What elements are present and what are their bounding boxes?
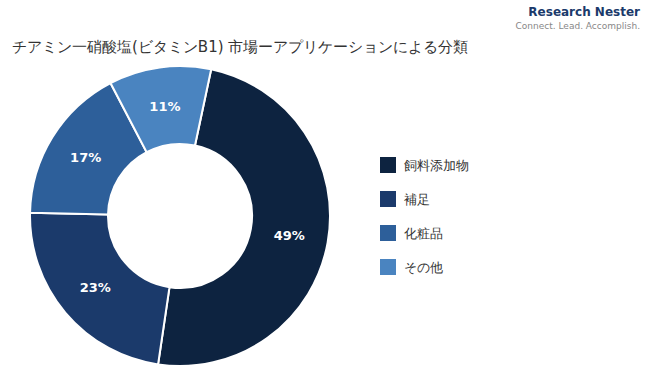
slice (30, 213, 169, 365)
data-label: 11% (149, 99, 180, 114)
annotations: Research Nester Connect. Lead. Accomplish… (516, 5, 640, 31)
legend-item: 飼料添加物 (380, 157, 469, 173)
legend-swatch (380, 225, 396, 241)
legend-swatch (380, 259, 396, 275)
legend-swatch (380, 191, 396, 207)
annotation: Research Nester (528, 5, 640, 19)
legend-item: 化粧品 (380, 225, 443, 241)
legend-label: 飼料添加物 (404, 158, 469, 173)
legend: 飼料添加物補足化粧品その他 (380, 157, 469, 275)
legend-label: その他 (404, 260, 443, 275)
legend-item: その他 (380, 259, 443, 275)
legend-swatch (380, 157, 396, 173)
data-label: 23% (80, 280, 111, 295)
data-label: 17% (70, 150, 101, 165)
chart-svg: Research Nester Connect. Lead. Accomplish… (0, 0, 650, 374)
annotation: Connect. Lead. Accomplish. (516, 21, 640, 31)
data-labels: 49% 23% 17% 11% (70, 99, 305, 296)
legend-label: 補足 (404, 192, 430, 207)
data-label: 49% (274, 228, 305, 243)
title: チアミン一硝酸塩(ビタミンB1) 市場ーアプリケーションによる分類 (12, 38, 468, 56)
pie (30, 66, 330, 366)
legend-item: 補足 (380, 191, 430, 207)
legend-label: 化粧品 (404, 226, 443, 241)
slice (111, 66, 212, 152)
